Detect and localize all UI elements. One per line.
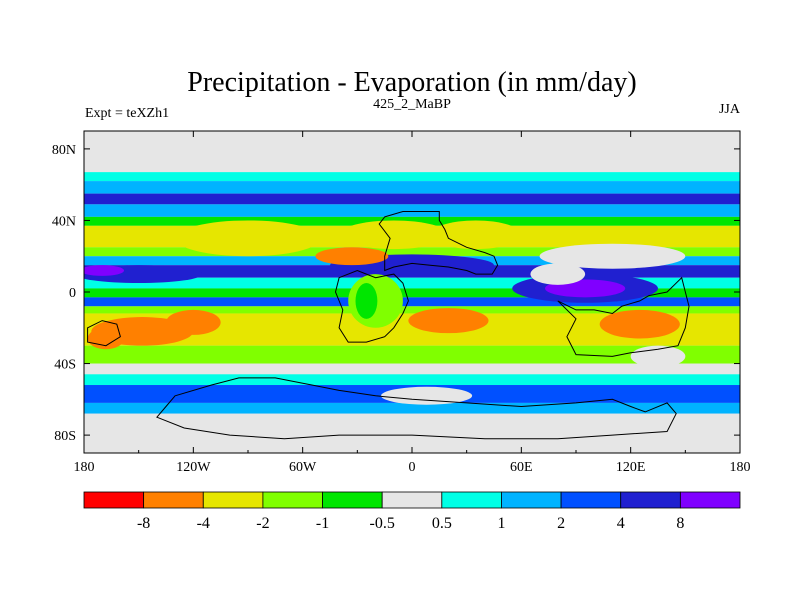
y-tick-label-4: 80S — [54, 429, 76, 444]
colorbar-label-5: 0.5 — [432, 515, 452, 532]
zonal-band-7 — [84, 247, 740, 257]
field-blob-13 — [408, 308, 489, 334]
colorbar-label-3: -1 — [316, 515, 329, 532]
field-blob-5 — [84, 265, 125, 276]
zonal-band-17 — [84, 374, 740, 386]
zonal-band-16 — [84, 363, 740, 375]
field-blob-1 — [539, 243, 686, 269]
colorbar-swatch-3 — [262, 491, 323, 509]
field-blob-7 — [175, 220, 321, 257]
field-blob-11 — [166, 309, 221, 335]
field-blob-19 — [530, 263, 586, 285]
zonal-band-12 — [84, 297, 740, 307]
x-tick-label-2: 60W — [289, 460, 317, 475]
outline-far-west-landmass — [87, 320, 121, 347]
field-blob-18 — [355, 283, 378, 319]
y-axis: 80N 40N 0 40S 80S — [52, 143, 740, 444]
y-tick-label-0: 80N — [52, 143, 76, 158]
zonal-band-20 — [84, 413, 740, 453]
colorbar-label-2: -2 — [256, 515, 269, 532]
field-blob-14 — [599, 309, 680, 339]
zonal-band-13 — [84, 306, 740, 314]
zonal-band-2 — [84, 181, 740, 194]
outline-central-landmass — [334, 269, 409, 343]
colorbar-swatch-8 — [560, 491, 622, 509]
x-tick-label-6: 180 — [730, 460, 751, 475]
zonal-band-10 — [84, 277, 740, 289]
map-plot-area — [84, 131, 740, 453]
colorbar-label-9: 8 — [676, 515, 684, 532]
y-tick-label-2: 0 — [69, 286, 76, 301]
colorbar-swatch-1 — [143, 491, 204, 509]
field-blob-8 — [339, 220, 449, 250]
colorbar-swatch-4 — [322, 491, 383, 509]
colorbar-label-6: 1 — [497, 515, 505, 532]
colorbar-swatch-2 — [202, 491, 264, 509]
x-tick-label-0: 180 — [74, 460, 95, 475]
colorbar-label-1: -4 — [197, 515, 210, 532]
colorbar: -8 -4 -2 -1 -0.5 0.5 1 2 4 8 — [83, 491, 741, 532]
field-blob-15 — [381, 386, 473, 405]
outline-east-landmass — [557, 276, 690, 357]
colorbar-label-7: 2 — [557, 515, 565, 532]
colorbar-swatch-9 — [620, 491, 681, 509]
field-blob-9 — [430, 220, 522, 250]
zonal-band-11 — [84, 288, 740, 298]
colorbar-swatch-7 — [501, 491, 562, 509]
x-tick-label-5: 120E — [616, 460, 646, 475]
colorbar-label-4: -0.5 — [370, 515, 395, 532]
subtitle-left: Expt = teXZh1 — [85, 106, 169, 121]
subtitle-center: 425_2_MaBP — [373, 97, 451, 112]
subtitle-right: JJA — [719, 102, 741, 117]
continent-outlines — [87, 211, 690, 440]
zonal-band-0 — [84, 131, 740, 173]
colorbar-swatch-0 — [83, 491, 145, 509]
field-blob-6 — [315, 247, 389, 266]
colorbar-label-0: -8 — [137, 515, 150, 532]
colorbar-label-8: 4 — [617, 515, 625, 532]
zonal-band-1 — [84, 172, 740, 182]
outline-north-landmass — [378, 211, 499, 275]
colorbar-swatch-5 — [381, 491, 443, 509]
x-axis: 180 120W 60W 0 60E 120E 180 — [74, 131, 751, 475]
zonal-band-3 — [84, 193, 740, 205]
y-tick-label-3: 40S — [54, 358, 76, 373]
x-tick-label-3: 0 — [409, 460, 416, 475]
x-tick-label-4: 60E — [510, 460, 533, 475]
colorbar-swatch-6 — [441, 491, 502, 509]
zonal-band-15 — [84, 345, 740, 364]
zonal-band-4 — [84, 204, 740, 217]
chart-title: Precipitation - Evaporation (in mm/day) — [187, 67, 636, 98]
y-tick-label-1: 40N — [52, 214, 76, 229]
outline-south-landmass — [156, 377, 677, 440]
colorbar-swatch-10 — [679, 491, 741, 509]
zonal-band-19 — [84, 402, 740, 414]
x-tick-label-1: 120W — [176, 460, 211, 475]
